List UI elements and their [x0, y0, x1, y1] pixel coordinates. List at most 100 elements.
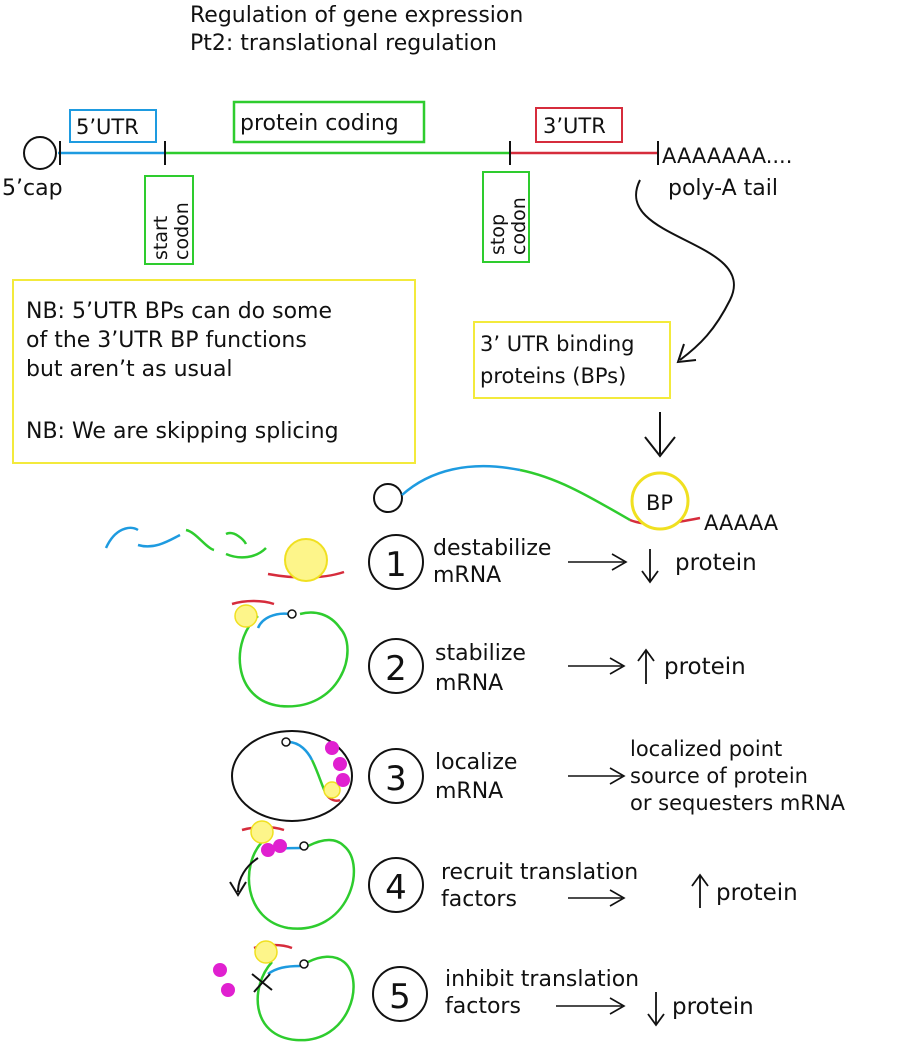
- title-line-2: Pt2: translational regulation: [190, 31, 497, 56]
- utr3-box: [535, 107, 623, 143]
- number-circle-3: [368, 748, 424, 804]
- cap-circle-row-5: [299, 959, 309, 969]
- effect-3-line-2: source of protein: [630, 764, 808, 788]
- cap-label: 5’cap: [2, 176, 63, 201]
- result-arrow-3-head: [609, 767, 626, 785]
- down-arrow-head: [644, 436, 676, 458]
- function-1-line-2: mRNA: [433, 563, 501, 588]
- up-effect-arrow-2-head: [637, 648, 655, 662]
- mrna-map: 5’cap 5’UTR protein coding 3’UTR AAAAAAA…: [2, 100, 792, 265]
- anchor-protein-1: [325, 741, 339, 755]
- row-recruit: 4 recruit translation factors protein: [229, 820, 798, 930]
- result-arrow-2-head: [609, 657, 626, 675]
- polya-label: poly-A tail: [668, 176, 778, 201]
- nb1-line-2: of the 3’UTR BP functions: [26, 328, 307, 353]
- number-circle-2: [368, 638, 424, 694]
- row-stabilize: 2 stabilize mRNA protein: [231, 599, 746, 708]
- utr3-label: 3’UTR: [543, 114, 606, 138]
- block-cross-b: [253, 973, 271, 993]
- row-destabilize: 1 destabilize mRNA protein: [104, 526, 757, 590]
- number-circle-4: [368, 857, 424, 913]
- function-1-line-1: destabilize: [433, 536, 551, 561]
- function-3-line-1: localize: [435, 750, 517, 775]
- blocked-factor-1: [213, 963, 227, 977]
- recruit-arrow: [237, 857, 259, 893]
- number-2: 2: [385, 649, 407, 689]
- function-3-line-2: mRNA: [435, 779, 503, 804]
- polya-short: AAAAA: [704, 511, 779, 535]
- effect-4: protein: [716, 880, 798, 906]
- result-arrow-4-head: [609, 889, 626, 907]
- number-3: 3: [385, 759, 407, 799]
- mrna-with-bp: BP AAAAA: [373, 464, 779, 535]
- number-circle-1: [368, 534, 424, 590]
- fragment-blue-1: [104, 526, 139, 549]
- result-arrow-1-head: [611, 553, 628, 571]
- recruit-arrow-head: [229, 881, 247, 897]
- bp-circle-4: [250, 820, 274, 844]
- coding-loop-2: [238, 611, 349, 708]
- coding-label: protein coding: [240, 111, 399, 136]
- number-1: 1: [385, 545, 407, 585]
- effect-1: protein: [675, 550, 757, 576]
- stop-codon-box: [482, 171, 530, 263]
- function-4-line-2: factors: [441, 887, 517, 912]
- utr5-curve-3: [287, 740, 314, 761]
- blocked-factor-2: [221, 983, 235, 997]
- coding-loop-5: [256, 955, 355, 1042]
- cap-circle-2: [373, 483, 403, 513]
- nb2-line: NB: We are skipping splicing: [26, 419, 339, 444]
- anchor-protein-2: [333, 757, 347, 771]
- utr5-curve: [401, 464, 521, 496]
- up-effect-arrow-4-head: [691, 873, 709, 887]
- utr5-box: [69, 109, 157, 143]
- function-2-line-2: mRNA: [435, 671, 503, 696]
- bp-circle-1: [284, 538, 328, 582]
- polya-sequence: AAAAAAA....: [662, 144, 792, 168]
- down-effect-arrow-1-head: [641, 570, 659, 584]
- cap-circle-row-4: [299, 841, 309, 851]
- utr5-label: 5’UTR: [76, 115, 139, 139]
- start-codon-box: [144, 175, 194, 265]
- cap-circle: [23, 136, 57, 170]
- stop-codon-line-1: stop: [487, 214, 509, 255]
- row-inhibit: 5 inhibit translation factors protein: [213, 940, 754, 1042]
- anchor-protein-3: [336, 773, 350, 787]
- nb1-line-3: but aren’t as usual: [26, 357, 233, 382]
- bp-label-line-1: 3’ UTR binding: [480, 332, 634, 356]
- stop-codon-line-2: codon: [508, 197, 530, 255]
- fragment-blue-2: [137, 533, 181, 548]
- number-circle-5: [372, 966, 428, 1022]
- translation-factor-2: [273, 839, 287, 853]
- nb1-line-1: NB: 5’UTR BPs can do some: [26, 299, 332, 324]
- fragment-green-2: [225, 531, 248, 545]
- coding-box: [232, 100, 426, 144]
- translation-factor-1: [261, 843, 275, 857]
- function-5-line-1: inhibit translation: [445, 967, 639, 992]
- nb-note-box: [12, 279, 416, 464]
- bp-circle-3: [323, 781, 341, 799]
- row-localize: 3 localize mRNA localized point source o…: [231, 730, 846, 822]
- effect-2: protein: [664, 654, 746, 680]
- bp-text: BP: [646, 491, 673, 515]
- coding-curve: [519, 468, 631, 522]
- start-codon-line-2: codon: [171, 202, 193, 260]
- title-line-1: Regulation of gene expression: [190, 3, 523, 28]
- fragment-green-3: [225, 547, 267, 559]
- down-effect-arrow-5-head: [647, 1013, 665, 1027]
- number-4: 4: [385, 868, 407, 908]
- utr5-curve-5: [267, 964, 301, 976]
- bp-circle: [630, 471, 690, 531]
- cap-circle-row-2: [287, 609, 297, 619]
- bp-label-line-2: proteins (BPs): [480, 364, 626, 388]
- effect-3-line-1: localized point: [630, 737, 782, 761]
- bp-circle-2: [234, 604, 258, 628]
- coding-loop-4: [247, 838, 356, 930]
- curved-arrow: [635, 179, 735, 361]
- effect-3-line-3: or sequesters mRNA: [630, 791, 846, 815]
- fragment-green-1: [185, 528, 215, 552]
- start-codon-line-1: start: [150, 216, 172, 260]
- bp-label-box: [473, 321, 671, 399]
- number-5: 5: [389, 977, 411, 1017]
